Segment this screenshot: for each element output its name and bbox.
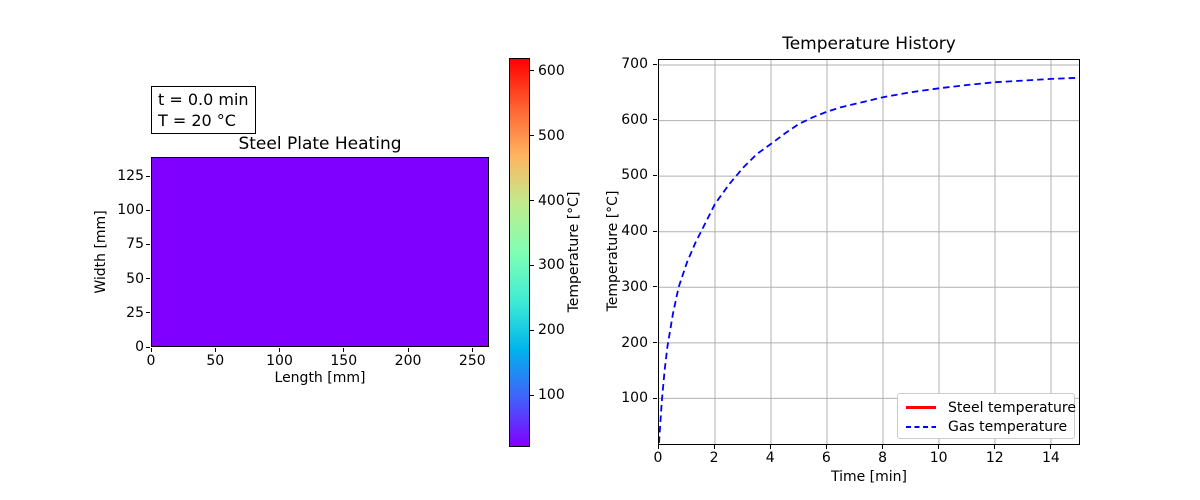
- y-tick-mark: [146, 175, 150, 177]
- y-tick-mark: [653, 230, 657, 232]
- colorbar-tick-mark: [530, 264, 534, 266]
- x-tick-label: 0: [146, 353, 156, 369]
- y-tick-label: 400: [621, 223, 648, 240]
- x-tick-mark: [769, 445, 771, 449]
- legend-row: Gas temperature: [898, 417, 1074, 436]
- x-tick-label: 250: [458, 353, 486, 369]
- colorbar-tick-mark: [530, 70, 534, 72]
- colorbar-tick-label: 300: [538, 257, 565, 274]
- colorbar-label: Temperature [°C]: [566, 191, 582, 313]
- colorbar-tick-label: 100: [538, 387, 565, 404]
- y-tick-mark: [146, 278, 150, 280]
- steel-plate-surface: [151, 157, 489, 347]
- y-tick-mark: [146, 312, 150, 314]
- y-tick-mark: [146, 346, 150, 348]
- colorbar-tick-label: 500: [538, 127, 565, 144]
- x-tick-label: 8: [878, 450, 887, 466]
- y-tick-mark: [653, 342, 657, 344]
- gas-temperature-curve: [659, 76, 1079, 443]
- y-tick-mark: [146, 243, 150, 245]
- y-tick-label: 100: [621, 390, 648, 407]
- x-tick-mark: [343, 348, 345, 352]
- annotation-time-text: t = 0.0 min: [158, 90, 249, 109]
- colorbar-tick-label: 400: [538, 192, 565, 209]
- x-tick-label: 10: [929, 450, 948, 466]
- x-tick-mark: [994, 445, 996, 449]
- y-tick-label: 25: [126, 304, 144, 321]
- y-tick-mark: [653, 174, 657, 176]
- legend: Steel temperature Gas temperature: [897, 393, 1076, 439]
- annotation-temperature-text: T = 20 °C: [158, 111, 236, 130]
- x-tick-mark: [882, 445, 884, 449]
- y-tick-label: 700: [621, 56, 648, 72]
- y-tick-label: 300: [621, 278, 648, 295]
- colorbar-tick-mark: [530, 329, 534, 331]
- x-tick-label: 2: [709, 450, 719, 466]
- x-tick-mark: [214, 348, 216, 352]
- x-tick-label: 0: [653, 450, 663, 466]
- y-tick-mark: [653, 63, 657, 65]
- x-tick-label: 200: [394, 353, 422, 369]
- right-xaxis-label: Time [min]: [830, 469, 908, 485]
- colorbar-tick-mark: [530, 200, 534, 202]
- left-plot-title: Steel Plate Heating: [238, 134, 402, 154]
- x-tick-mark: [407, 348, 409, 352]
- y-tick-mark: [653, 397, 657, 399]
- x-tick-mark: [150, 348, 152, 352]
- y-tick-mark: [653, 286, 657, 288]
- y-tick-label: 75: [126, 236, 144, 253]
- legend-label: Gas temperature: [948, 418, 1068, 435]
- x-tick-label: 6: [821, 450, 831, 466]
- colorbar-tick-label: 200: [538, 322, 565, 339]
- x-tick-label: 4: [765, 450, 775, 466]
- x-tick-label: 100: [266, 353, 293, 369]
- x-tick-mark: [713, 445, 715, 449]
- x-tick-mark: [825, 445, 827, 449]
- y-tick-label: 600: [621, 111, 648, 128]
- y-tick-mark: [146, 209, 150, 211]
- annotation-box: t = 0.0 min T = 20 °C: [151, 86, 256, 134]
- temperature-history-plot: [659, 60, 1079, 444]
- y-tick-label: 0: [135, 339, 144, 355]
- x-tick-label: 12: [985, 450, 1004, 466]
- y-tick-mark: [653, 119, 657, 121]
- y-tick-label: 125: [117, 168, 144, 185]
- y-tick-label: 100: [117, 202, 144, 219]
- legend-row: Steel temperature: [898, 398, 1076, 417]
- x-tick-label: 14: [1042, 450, 1060, 466]
- x-tick-mark: [938, 445, 940, 449]
- x-tick-mark: [279, 348, 281, 352]
- colorbar-tick-mark: [530, 394, 534, 396]
- legend-solid-line-sample: [906, 406, 936, 409]
- y-tick-label: 50: [126, 270, 144, 287]
- x-tick-mark: [471, 348, 473, 352]
- left-xaxis-label: Length [mm]: [274, 370, 366, 386]
- colorbar-tick-mark: [530, 135, 534, 137]
- y-tick-label: 500: [621, 167, 648, 184]
- right-plot-title: Temperature History: [782, 34, 956, 54]
- colorbar-tick-label: 600: [538, 62, 565, 79]
- colorbar-gradient: [509, 58, 530, 447]
- legend-dashed-line-sample: [906, 425, 936, 428]
- x-tick-mark: [657, 445, 659, 449]
- y-tick-label: 200: [621, 334, 648, 351]
- x-tick-label: 150: [330, 353, 358, 369]
- x-tick-mark: [1050, 445, 1052, 449]
- x-tick-label: 50: [206, 353, 225, 369]
- legend-label: Steel temperature: [948, 399, 1076, 416]
